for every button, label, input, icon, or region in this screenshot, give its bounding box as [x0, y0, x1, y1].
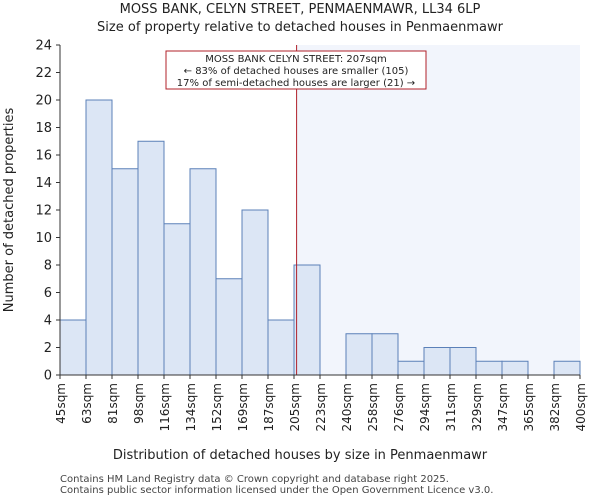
y-tick-label: 20: [35, 94, 52, 109]
x-tick-label: 311sqm: [444, 383, 458, 431]
x-tick-label: 116sqm: [158, 383, 172, 431]
x-tick-label: 347sqm: [496, 383, 510, 431]
histogram-bar: [345, 333, 373, 376]
histogram-bar: [449, 347, 477, 376]
histogram-bar: [59, 319, 87, 376]
histogram-bar: [501, 360, 529, 376]
histogram-bar: [553, 360, 581, 376]
x-tick-label: 294sqm: [418, 383, 432, 431]
highlight-region: [296, 45, 580, 375]
x-tick-label: 276sqm: [392, 383, 406, 431]
chart-subtitle: Size of property relative to detached ho…: [97, 20, 503, 35]
y-tick-label: 14: [35, 176, 52, 191]
x-tick-label: 169sqm: [236, 383, 250, 431]
x-tick-label: 81sqm: [106, 383, 120, 424]
footer-licence: Contains public sector information licen…: [60, 485, 494, 496]
y-tick-label: 2: [44, 341, 52, 356]
x-tick-label: 258sqm: [366, 383, 380, 431]
x-tick-label: 187sqm: [262, 383, 276, 431]
x-tick-label: 205sqm: [288, 383, 302, 431]
histogram-bar: [475, 360, 503, 376]
y-tick-label: 22: [35, 66, 52, 81]
annotation-line-2: ← 83% of detached houses are smaller (10…: [184, 66, 409, 77]
x-tick-label: 240sqm: [340, 383, 354, 431]
histogram-bar: [293, 264, 321, 376]
histogram-bar: [423, 347, 451, 376]
histogram-bar: [267, 319, 295, 376]
x-tick-label: 329sqm: [470, 383, 484, 431]
y-tick-label: 16: [35, 149, 52, 164]
x-tick-label: 45sqm: [54, 383, 68, 424]
y-tick-label: 4: [44, 314, 52, 329]
annotation-line-3: 17% of semi-detached houses are larger (…: [177, 78, 415, 89]
histogram-bar: [163, 223, 191, 376]
y-tick-label: 0: [44, 369, 52, 384]
x-tick-label: 382sqm: [548, 383, 562, 431]
y-axis-label: Number of detached properties: [2, 108, 17, 313]
annotation-line-1: MOSS BANK CELYN STREET: 207sqm: [205, 54, 387, 65]
histogram-bar: [189, 168, 217, 376]
x-axis-label: Distribution of detached houses by size …: [113, 448, 488, 463]
histogram-bar: [215, 278, 243, 376]
histogram-chart: MOSS BANK CELYN STREET: 207sqm ← 83% of …: [2, 39, 588, 464]
histogram-bar: [241, 209, 269, 376]
x-tick-label: 134sqm: [184, 383, 198, 431]
x-tick-label: 400sqm: [574, 383, 588, 431]
histogram-bar: [85, 99, 113, 376]
chart-title: MOSS BANK, CELYN STREET, PENMAENMAWR, LL…: [119, 2, 481, 17]
x-tick-label: 223sqm: [314, 383, 328, 431]
histogram-bar: [371, 333, 399, 376]
y-tick-label: 6: [44, 286, 52, 301]
annotation-box: MOSS BANK CELYN STREET: 207sqm ← 83% of …: [165, 50, 427, 90]
x-tick-label: 152sqm: [210, 383, 224, 431]
y-tick-label: 10: [35, 231, 52, 246]
y-tick-label: 12: [35, 204, 52, 219]
x-tick-label: 98sqm: [132, 383, 146, 424]
y-tick-label: 24: [35, 39, 52, 54]
y-tick-label: 8: [44, 259, 52, 274]
histogram-bar: [137, 140, 165, 376]
histogram-bar: [111, 168, 139, 376]
footer-copyright: Contains HM Land Registry data © Crown c…: [60, 474, 449, 485]
histogram-bar: [397, 360, 425, 376]
x-tick-label: 365sqm: [522, 383, 536, 431]
y-tick-label: 18: [35, 121, 52, 136]
x-tick-label: 63sqm: [80, 383, 94, 424]
